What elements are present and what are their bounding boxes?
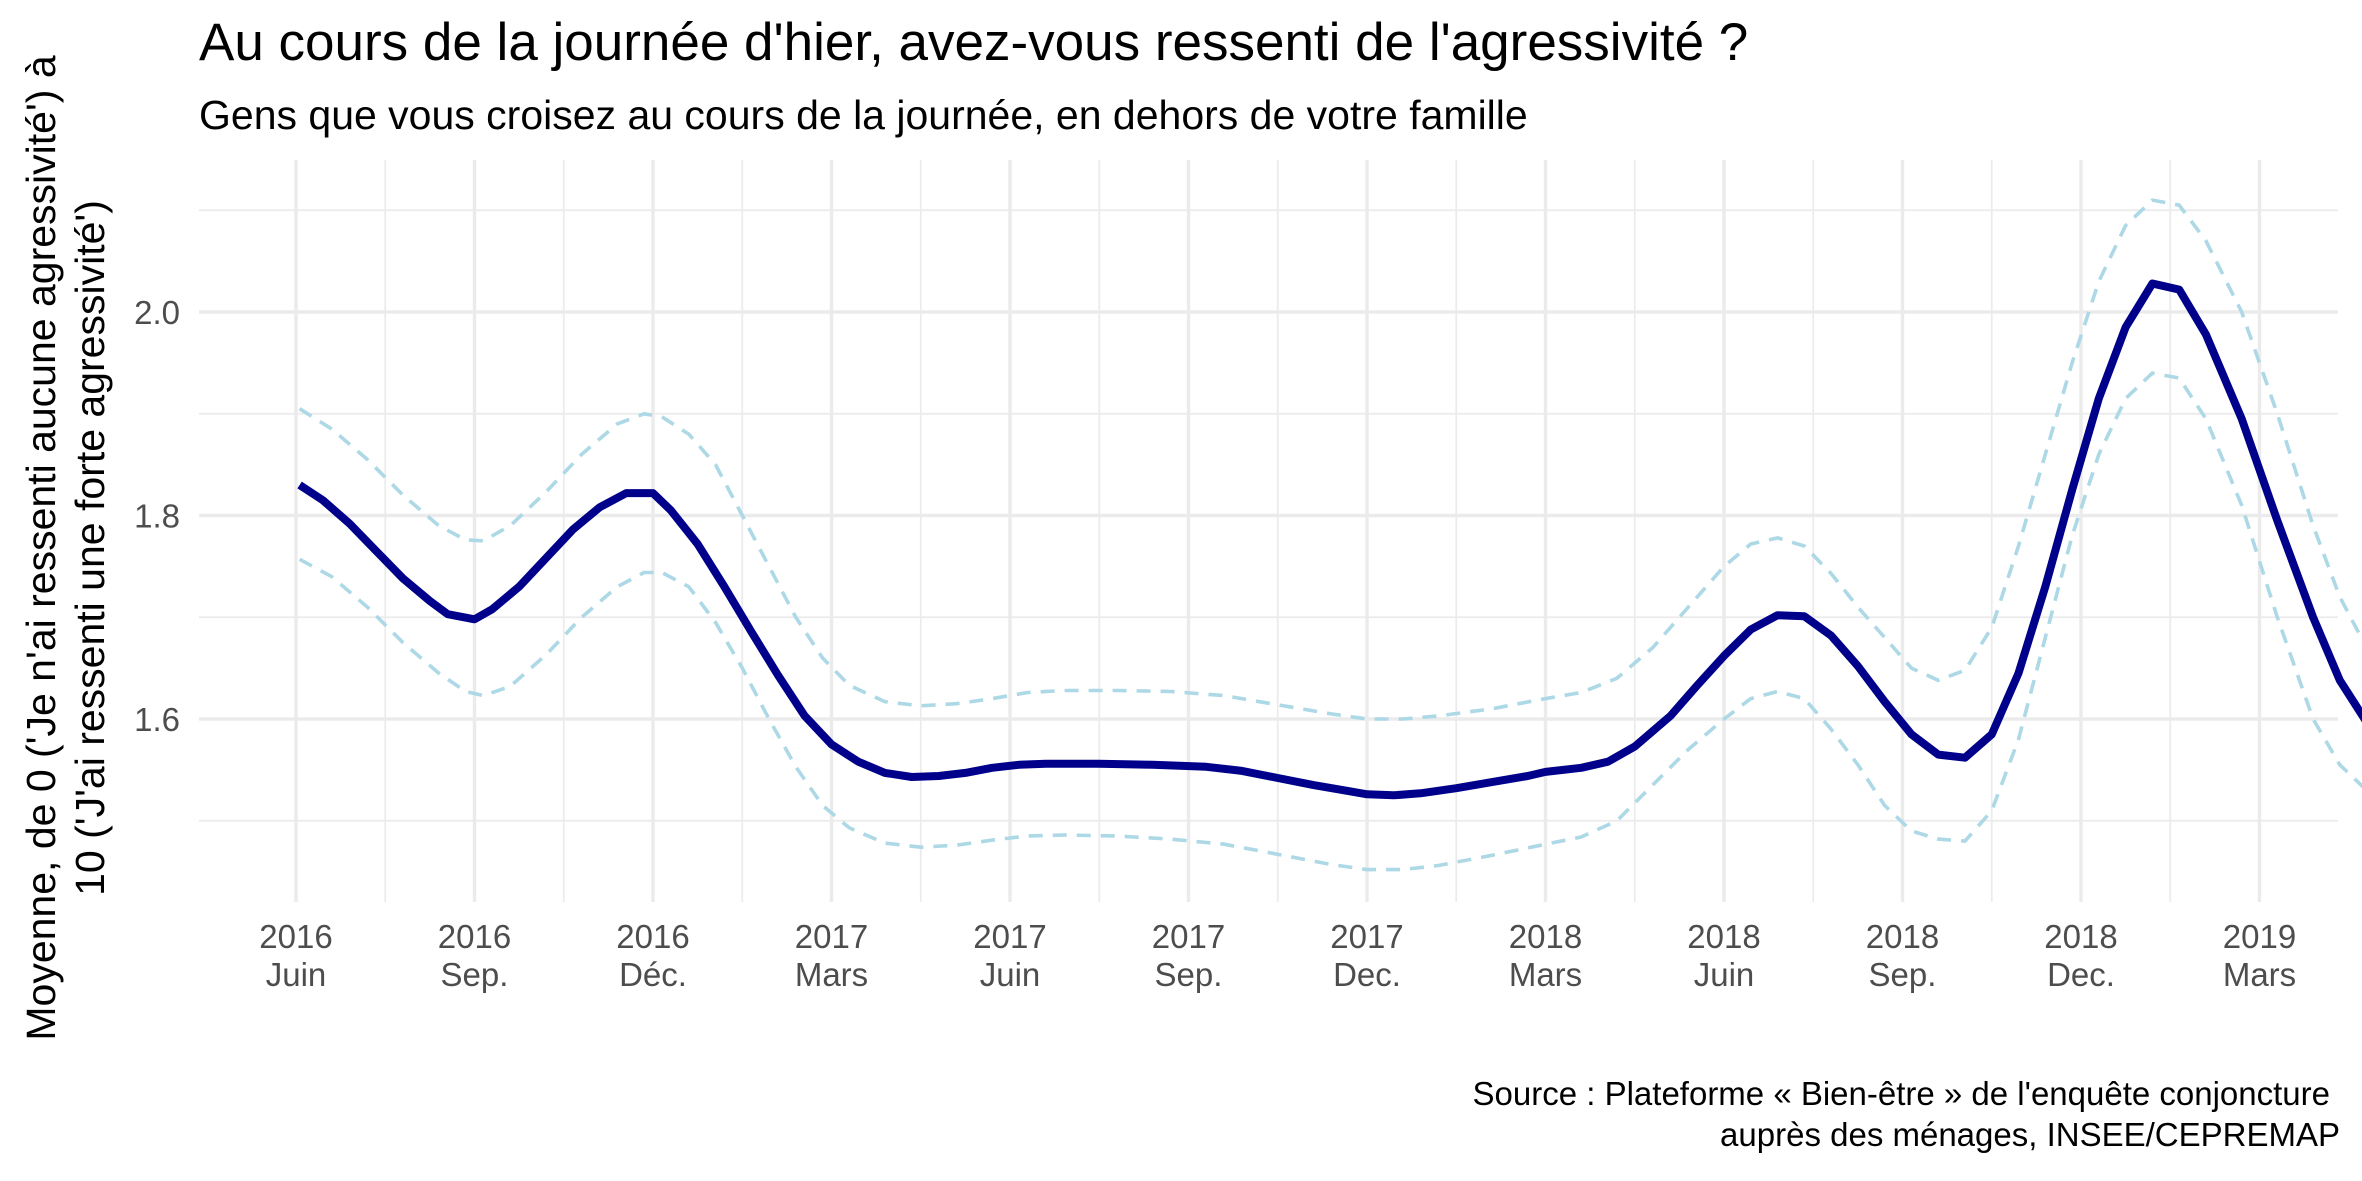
x-tick-month: Dec. [2047, 956, 2115, 993]
x-tick-month: Mars [2223, 956, 2296, 993]
x-tick-month: Déc. [619, 956, 687, 993]
y-axis-title-line2: 10 ('J'ai ressenti une forte agressivité… [67, 200, 113, 896]
x-axis-ticks: 2016Juin2016Sep.2016Déc.2017Mars2017Juin… [259, 918, 2296, 993]
x-tick-month: Sep. [441, 956, 509, 993]
y-axis-title-line1: Moyenne, de 0 ('Je n'ai ressenti aucune … [18, 55, 64, 1040]
x-tick-year: 2018 [1866, 918, 1939, 955]
x-tick-month: Sep. [1869, 956, 1937, 993]
caption-line1: Source : Plateforme « Bien-être » de l'e… [1473, 1075, 2330, 1112]
caption-line2: auprès des ménages, INSEE/CEPREMAP [1720, 1116, 2340, 1153]
x-tick-year: 2017 [1152, 918, 1225, 955]
x-tick-year: 2017 [795, 918, 868, 955]
x-tick-month: Juin [980, 956, 1041, 993]
y-tick-label: 2.0 [134, 294, 180, 331]
x-tick-year: 2017 [973, 918, 1046, 955]
y-axis-ticks: 1.6 1.8 2.0 [134, 294, 180, 738]
x-tick-year: 2016 [616, 918, 689, 955]
x-tick-year: 2018 [1687, 918, 1760, 955]
x-tick-year: 2018 [2044, 918, 2117, 955]
x-tick-year: 2019 [2223, 918, 2296, 955]
x-tick-month: Mars [1509, 956, 1582, 993]
y-tick-label: 1.8 [134, 498, 180, 535]
upper-bound-line [298, 198, 2362, 721]
x-tick-year: 2017 [1330, 918, 1403, 955]
grid [199, 160, 2338, 902]
x-tick-year: 2016 [438, 918, 511, 955]
mean-line-layer [297, 279, 2362, 800]
chart-subtitle: Gens que vous croisez au cours de la jou… [199, 92, 1528, 138]
y-tick-label: 1.6 [134, 701, 180, 738]
y-axis-title: Moyenne, de 0 ('Je n'ai ressenti aucune … [18, 55, 113, 1040]
mean-line [297, 279, 2362, 800]
x-tick-year: 2016 [259, 918, 332, 955]
lower-bound-line [298, 371, 2362, 872]
confidence-band [298, 198, 2362, 872]
x-tick-month: Juin [266, 956, 327, 993]
x-tick-year: 2018 [1509, 918, 1582, 955]
x-tick-month: Dec. [1333, 956, 1401, 993]
x-tick-month: Mars [795, 956, 868, 993]
x-tick-month: Sep. [1155, 956, 1223, 993]
x-tick-month: Juin [1694, 956, 1755, 993]
chart-title: Au cours de la journée d'hier, avez-vous… [199, 13, 1748, 72]
